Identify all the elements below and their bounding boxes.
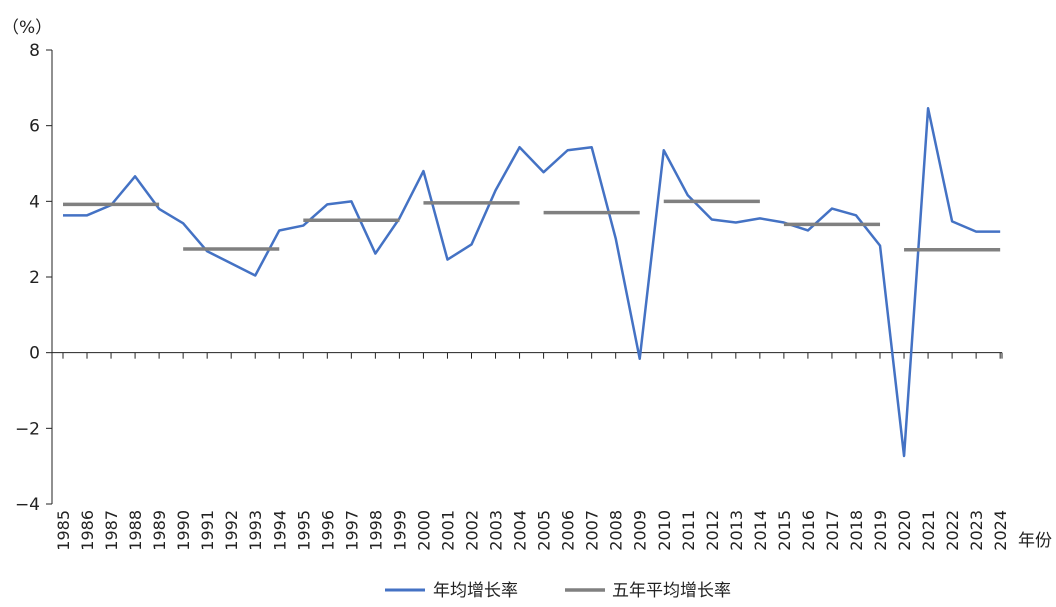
x-tick-label: 2020	[895, 510, 914, 551]
x-tick-label: 2007	[583, 510, 602, 551]
x-tick-label: 2021	[919, 510, 938, 551]
x-tick-label: 1988	[126, 510, 145, 551]
y-tick-label: 6	[29, 117, 40, 137]
x-tick-label: 1990	[174, 510, 193, 551]
x-tick-label: 2018	[847, 510, 866, 551]
x-tick-label: 1991	[198, 510, 217, 551]
x-tick-label: 2017	[823, 510, 842, 551]
x-tick-label: 2011	[679, 510, 698, 551]
y-tick-label: −4	[15, 495, 40, 515]
x-tick-label: 1997	[342, 510, 361, 551]
x-tick-label: 2000	[414, 510, 433, 551]
x-tick-label: 1986	[78, 510, 97, 551]
y-axis-unit-label: （%）	[2, 18, 52, 38]
x-tick-label: 2006	[559, 510, 578, 551]
x-tick-label: 2019	[871, 510, 890, 551]
x-tick-label: 2008	[607, 510, 626, 551]
x-tick-label: 1989	[150, 510, 169, 551]
x-tick-label: 1985	[54, 510, 73, 551]
x-tick-label: 2016	[799, 510, 818, 551]
x-axis-label: 年份	[1018, 531, 1052, 551]
x-tick-label: 2012	[703, 510, 722, 551]
x-tick-label: 1998	[366, 510, 385, 551]
x-tick-label: 1999	[390, 510, 409, 551]
x-tick-label: 2015	[775, 510, 794, 551]
x-tick-label: 2010	[655, 510, 674, 551]
series-line-annual-growth	[63, 108, 1000, 456]
x-tick-label: 2022	[943, 510, 962, 551]
x-tick-label: 2003	[487, 510, 506, 551]
x-tick-label: 2014	[751, 510, 770, 551]
x-tick-label: 2024	[991, 510, 1010, 551]
x-tick-label: 1993	[246, 510, 265, 551]
x-tick-label: 1994	[270, 510, 289, 551]
y-tick-label: 8	[29, 41, 40, 61]
y-tick-label: −2	[15, 419, 40, 439]
x-tick-label: 2002	[463, 510, 482, 551]
y-tick-label: 2	[29, 268, 40, 288]
x-tick-label: 1992	[222, 510, 241, 551]
legend: 年均增长率 五年平均增长率	[385, 581, 731, 601]
x-tick-label: 1987	[102, 510, 121, 551]
x-tick-label: 2013	[727, 510, 746, 551]
x-tick-label: 2004	[511, 510, 530, 551]
x-tick-label: 2023	[967, 510, 986, 551]
legend-label-annual: 年均增长率	[433, 581, 518, 601]
y-tick-label: 4	[29, 192, 40, 212]
x-tick-label: 1995	[294, 510, 313, 551]
x-tick-label: 1996	[318, 510, 337, 551]
x-tick-label: 2005	[535, 510, 554, 551]
x-tick-label: 2001	[438, 510, 457, 551]
legend-label-five-year: 五年平均增长率	[612, 581, 731, 601]
x-tick-label: 2009	[631, 510, 650, 551]
y-tick-label: 0	[29, 344, 40, 364]
